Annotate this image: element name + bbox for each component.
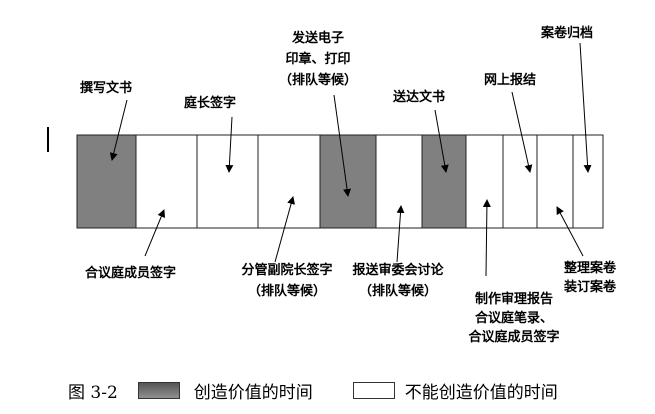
label-chief-judge-sign: 庭长签字 [184,96,237,111]
pointer-arrow [144,209,166,257]
legend: 图 3-2 创造价值的时间 不能创造价值的时间 [68,378,558,403]
value-creating-segment [76,134,137,229]
non-value-segment [196,134,259,229]
label-organize-binding: 整理案卷 装订案卷 [558,259,622,297]
non-value-segment [257,134,321,229]
label-line: 整理案卷 [563,261,616,276]
label-write-document: 撰写文书 [80,81,133,96]
label-panel-sign: 合议庭成员签字 [85,266,177,281]
pointer-arrow [556,206,584,257]
label-vice-president-sign: 分管副院长签字 （排队等候） [220,260,354,302]
label-send-electronic-seal: 发送电子 印章、打印 （排队等候） [270,28,366,91]
label-line: 印章、打印 [285,52,351,67]
label-line: （排队等候） [278,73,357,88]
non-value-segment [465,134,504,229]
pointer-arrow [109,99,128,161]
legend-value-label: 创造价值的时间 [193,383,313,403]
label-line: （排队等候） [247,284,326,299]
text-cursor [47,127,49,152]
non-value-segment [375,134,423,229]
non-value-segment [135,134,198,229]
pointer-arrow [333,94,352,197]
non-value-segment [572,134,604,229]
label-line: 合议庭成员签字 [468,330,560,345]
label-line: 装订案卷 [563,280,616,295]
value-creating-segment [319,134,377,229]
pointer-arrow [579,42,592,173]
label-online-close: 网上报结 [484,73,537,88]
label-line: 发送电子 [291,31,344,46]
pointer-arrow [434,109,449,173]
legend-swatch-value [137,382,180,399]
pointer-arrow [511,91,533,173]
pointer-arrow [396,205,405,263]
label-archive-case: 案卷归档 [541,26,594,41]
legend-swatch-non-value [352,382,395,399]
label-deliver-document: 送达文书 [393,90,446,105]
pointer-arrow [482,199,491,277]
label-line: 分管副院长签字 [241,263,333,278]
value-creating-segment [421,134,467,229]
pointer-arrow [225,116,234,173]
legend-non-value-label: 不能创造价值的时间 [404,383,558,403]
label-trial-report: 制作审理报告 合议庭笔录、 合议庭成员签字 [446,290,582,347]
pointer-arrow [274,196,295,263]
non-value-segment [502,134,538,229]
label-line: 制作审理报告 [474,292,553,307]
label-line: 合议庭笔录、 [474,311,553,326]
label-line: （排队等候） [358,284,437,299]
non-value-segment [536,134,574,229]
label-line: 报送审委会讨论 [352,263,444,278]
figure-label: 图 3-2 [68,383,118,403]
label-committee-discussion: 报送审委会讨论 （排队等候） [344,260,452,302]
